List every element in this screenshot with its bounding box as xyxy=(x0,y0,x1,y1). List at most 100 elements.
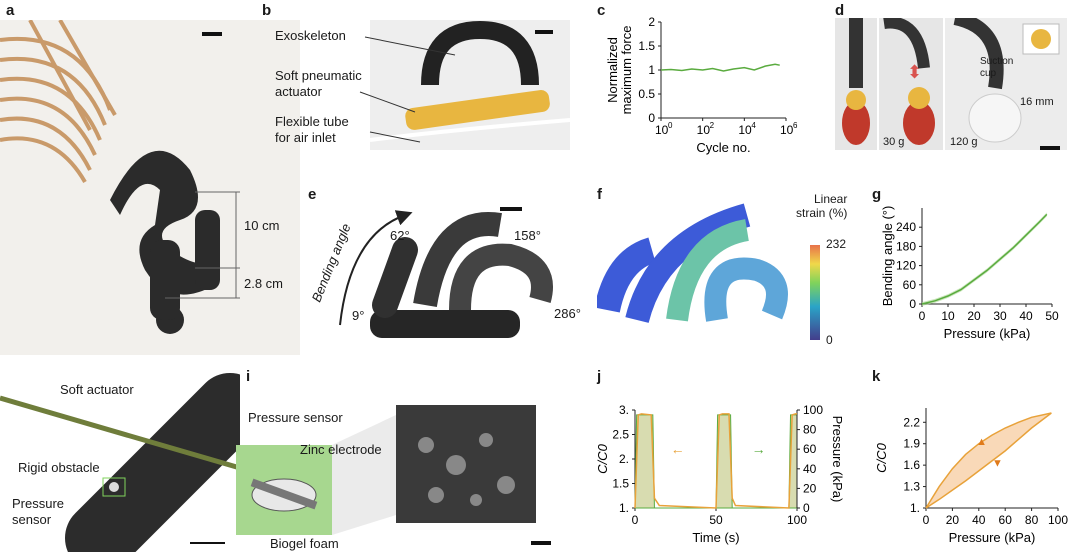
panel-letter-i: i xyxy=(246,368,251,385)
y-tick-label: 120 xyxy=(896,259,916,273)
photo-d-doll-1 xyxy=(835,18,877,150)
svg-text:⬍: ⬍ xyxy=(907,62,922,82)
angle-158: 158° xyxy=(514,228,541,243)
arrow-right: → xyxy=(752,441,766,457)
y2-tick-label: 60 xyxy=(803,442,817,456)
y-tick-label: 180 xyxy=(896,239,916,253)
x-axis-label: Pressure (kPa) xyxy=(944,326,1031,341)
series-unloading xyxy=(925,412,1052,509)
x-tick-label: 50 xyxy=(709,513,723,527)
x-tick-label: 0 xyxy=(632,513,639,527)
x-tick-label: 50 xyxy=(1045,309,1059,323)
chart-j: 0 50 100 1. 1.5 2. 2.5 3. Time (s) C/C0 0 20 40 60 80 1… xyxy=(597,403,845,545)
y-tick-label: 2 xyxy=(648,15,655,29)
photo-d1-illustration xyxy=(842,18,870,145)
photo-d3-illustration xyxy=(953,18,1060,150)
y2-tick-label: 80 xyxy=(803,423,817,437)
colorbar-max: 232 xyxy=(826,237,847,251)
y2-tick-label: 100 xyxy=(803,403,823,417)
x-tick-exponent: 4 xyxy=(751,121,756,130)
x-tick-label: 80 xyxy=(1025,513,1039,527)
panel-letter-b: b xyxy=(262,2,272,19)
panel-letter-c: c xyxy=(597,2,606,19)
panel-letter-j: j xyxy=(597,368,602,385)
x-tick-label: 30 xyxy=(993,309,1007,323)
panel-letter-g: g xyxy=(872,186,882,203)
b-leader-lines xyxy=(359,36,456,143)
y-tick-label: 0 xyxy=(648,111,655,125)
e-bending-illustration xyxy=(339,207,553,338)
label-flexible-tube: Flexible tube for air inlet xyxy=(275,114,349,145)
photo-b-actuator xyxy=(370,20,570,150)
angle-286: 286° xyxy=(554,306,581,321)
dim-label-10cm: 10 cm xyxy=(244,218,280,233)
x-tick-label: 10 xyxy=(780,123,794,137)
weight-120g: 120 g xyxy=(950,136,978,148)
series-bending-angle xyxy=(921,213,1048,305)
chart-k: 0 20 40 60 80 100 1. 1.3 1.6 1.9 2.2 Pressure (kPa)… xyxy=(874,408,1068,545)
photo-h-illustration xyxy=(0,368,240,552)
x-tick-label: 10 xyxy=(655,123,669,137)
x-tick-label: 0 xyxy=(919,309,926,323)
arrow-left: ← xyxy=(671,441,685,457)
y-axis-label: Bending angle (°) xyxy=(880,206,895,307)
actuator-158deg xyxy=(413,212,502,308)
photo-d2-illustration: ⬍ xyxy=(883,18,935,145)
x-tick-label: 40 xyxy=(1019,309,1033,323)
arrow-down: ▼ xyxy=(992,458,1003,470)
dimension-lines xyxy=(165,191,240,299)
x-tick-label: 100 xyxy=(787,513,807,527)
scale-bar xyxy=(202,32,222,36)
panel-letter-e: e xyxy=(308,186,317,203)
y-tick-label: 1 xyxy=(648,63,655,77)
y-tick-label: 1.6 xyxy=(903,458,920,472)
sem-image xyxy=(396,405,536,523)
x-tick-exponent: 2 xyxy=(710,121,715,130)
x-axis-label: Cycle no. xyxy=(696,140,750,155)
colorbar-min: 0 xyxy=(826,333,833,347)
x-tick-label: 20 xyxy=(967,309,981,323)
air-inlet-tube xyxy=(370,118,570,142)
chart-g: 0 10 20 30 40 50 0 60 120 180 240 Pressure (kPa) Ben… xyxy=(880,206,1059,341)
x-tick-label: 100 xyxy=(1048,513,1068,527)
x-tick-exponent: 0 xyxy=(668,121,673,130)
x-tick-label: 10 xyxy=(697,123,711,137)
label-exoskeleton: Exoskeleton xyxy=(275,28,346,43)
photo-h-obstacle xyxy=(0,368,240,552)
angle-9: 9° xyxy=(352,308,365,323)
y-tick-label: 0 xyxy=(909,297,916,311)
label-16mm: 16 mm xyxy=(1020,96,1054,108)
y-tick-label: 0.5 xyxy=(638,87,655,101)
scale-bar xyxy=(531,541,551,545)
label-soft-actuator-h: Soft actuator xyxy=(60,382,134,397)
x-tick-exponent: 6 xyxy=(793,121,798,130)
y-tick-label: 1. xyxy=(619,501,629,515)
arrow-up: ▲ xyxy=(976,436,987,448)
y-tick-label: 1.5 xyxy=(612,477,629,491)
x-tick-label: 40 xyxy=(972,513,986,527)
series-loading xyxy=(925,412,1052,509)
weight-30g: 30 g xyxy=(883,136,905,148)
y-tick-label: 240 xyxy=(896,220,916,234)
panel-letter-d: d xyxy=(835,2,845,19)
hysteresis-fill xyxy=(926,413,1052,508)
y-tick-label: 2.5 xyxy=(612,428,629,442)
y-tick-label: 1.3 xyxy=(903,480,920,494)
exoskeleton-coil xyxy=(110,150,220,334)
label-zinc-electrode: Zinc electrode xyxy=(300,442,382,457)
angle-62: 62° xyxy=(390,228,410,243)
y-tick-label: 1.5 xyxy=(638,39,655,53)
colorbar-title: Linear strain (%) xyxy=(796,192,848,220)
photo-d-doll-2: ⬍ xyxy=(879,18,943,150)
label-pressure-sensor-i: Pressure sensor xyxy=(248,410,343,425)
label-soft-actuator: Soft pneumatic actuator xyxy=(275,68,362,99)
photo-a-illustration xyxy=(0,20,300,355)
x-tick-label: 20 xyxy=(946,513,960,527)
series-force xyxy=(660,63,780,72)
x-tick-label: 10 xyxy=(941,309,955,323)
y-tick-label: 2.2 xyxy=(903,415,920,429)
actuator-62deg xyxy=(372,237,418,318)
label-suction-cup: Suction cup xyxy=(980,56,1014,79)
strain-colorbar xyxy=(810,245,820,340)
